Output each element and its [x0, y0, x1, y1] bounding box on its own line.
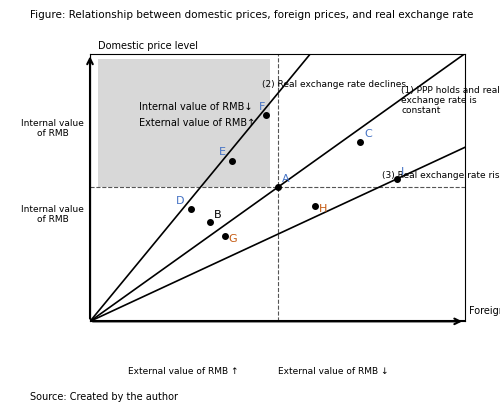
- Text: A: A: [282, 174, 290, 184]
- Text: B: B: [214, 210, 222, 220]
- Text: (3) Real exchange rate rises: (3) Real exchange rate rises: [382, 171, 500, 180]
- Text: (1) PPP holds and real
exchange rate is
constant: (1) PPP holds and real exchange rate is …: [401, 86, 500, 115]
- Text: Domestic price level: Domestic price level: [98, 41, 198, 51]
- Text: External value of RMB ↑: External value of RMB ↑: [128, 367, 238, 376]
- Text: (2) Real exchange rate declines: (2) Real exchange rate declines: [262, 80, 406, 89]
- Text: Figure: Relationship between domestic prices, foreign prices, and real exchange : Figure: Relationship between domestic pr…: [30, 10, 474, 20]
- Text: Foreign price level (in RMB): Foreign price level (in RMB): [468, 306, 500, 316]
- Text: Source: Created by the author: Source: Created by the author: [30, 392, 178, 402]
- Text: G: G: [228, 234, 237, 243]
- Bar: [98, 59, 270, 187]
- Text: C: C: [364, 129, 372, 139]
- Text: External value of RMB ↓: External value of RMB ↓: [278, 367, 388, 376]
- Text: Internal value
of RMB: Internal value of RMB: [21, 119, 84, 138]
- Text: F: F: [259, 102, 265, 112]
- Text: Internal value of RMB↓: Internal value of RMB↓: [139, 102, 252, 112]
- Text: D: D: [176, 196, 185, 206]
- Text: E: E: [220, 147, 226, 157]
- Text: Internal value
of RMB: Internal value of RMB: [21, 204, 84, 224]
- Text: External value of RMB↑: External value of RMB↑: [139, 118, 255, 128]
- Text: H: H: [319, 204, 327, 214]
- Text: I: I: [401, 167, 404, 177]
